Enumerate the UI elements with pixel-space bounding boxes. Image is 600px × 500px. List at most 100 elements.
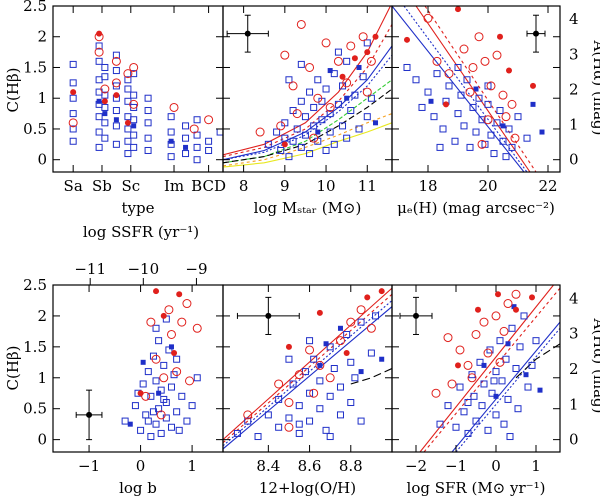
point-blue-open-oh-16 (322, 426, 330, 434)
point-red-open-mstar-12 (346, 41, 356, 51)
ytick-label-left-type-1: 0.5 (23, 120, 47, 138)
point-blue-open-logb-29 (152, 324, 160, 332)
point-blue-filled-sfr-0 (481, 362, 487, 368)
panel-frame-sfr (391, 284, 561, 453)
point-red-open-oh-0 (243, 410, 253, 420)
point-blue-open-logb-21 (170, 371, 178, 379)
point-red-open-type-7 (129, 99, 139, 109)
point-blue-open-sfr-31 (506, 433, 514, 441)
point-blue-open-oh-32 (295, 420, 303, 428)
point-blue-open-type-6 (95, 143, 103, 151)
point-red-filled-oh-1 (316, 309, 323, 316)
point-blue-open-mue-16 (472, 128, 480, 136)
point-blue-filled-sfr-1 (493, 393, 499, 399)
point-blue-open-type-41 (144, 134, 152, 142)
point-red-open-mstar-13 (358, 32, 368, 42)
xtick-label-sfr-1: −1 (445, 457, 467, 475)
point-blue-open-sfr-1 (444, 402, 452, 410)
point-blue-open-mue-20 (484, 100, 492, 108)
point-blue-open-sfr-19 (500, 420, 508, 428)
point-blue-open-logb-4 (142, 411, 150, 419)
point-blue-open-mstar-16 (310, 103, 318, 111)
point-red-open-logb-8 (182, 299, 192, 309)
point-red-open-sfr-2 (455, 345, 465, 355)
fit-line-blue-sfr-3 (455, 327, 560, 452)
point-red-open-mstar-9 (325, 102, 335, 112)
point-blue-open-mue-17 (475, 94, 483, 102)
point-red-filled-mstar-3 (372, 33, 379, 40)
ytick-label-left-logb-3: 1.5 (23, 338, 47, 356)
point-blue-open-oh-17 (326, 392, 334, 400)
point-blue-open-sfr-3 (456, 383, 464, 391)
point-blue-open-sfr-12 (484, 426, 492, 434)
point-red-filled-logb-2 (160, 312, 167, 319)
point-blue-filled-mstar-3 (373, 120, 379, 126)
xtick-label-oh-0: 8.4 (256, 457, 280, 475)
error-bar-center-mue (533, 30, 539, 37)
point-blue-open-sfr-27 (524, 383, 532, 391)
point-blue-open-mstar-9 (297, 143, 305, 151)
ytick-label-right-sfr-1: 1 (569, 395, 579, 413)
point-blue-open-mue-6 (439, 125, 447, 133)
point-blue-open-mue-29 (454, 63, 462, 71)
point-red-filled-sfr-1 (475, 306, 481, 313)
point-blue-open-mstar-39 (285, 76, 293, 84)
point-blue-open-oh-27 (357, 417, 365, 425)
point-blue-open-type-33 (124, 76, 132, 84)
point-blue-filled-oh-1 (337, 325, 343, 331)
panel-frame-type (52, 5, 224, 173)
point-red-open-oh-9 (356, 305, 366, 315)
point-blue-filled-mstar-2 (356, 64, 362, 70)
point-red-open-sfr-0 (431, 388, 441, 398)
point-blue-open-logb-7 (147, 392, 155, 400)
point-blue-open-sfr-10 (478, 402, 486, 410)
point-blue-open-mstar-1 (273, 128, 281, 136)
point-blue-open-oh-1 (244, 417, 252, 425)
point-red-open-mstar-0 (255, 127, 265, 137)
point-blue-open-sfr-32 (464, 399, 472, 407)
point-blue-open-type-51 (182, 122, 190, 130)
point-blue-open-sfr-26 (520, 312, 528, 320)
point-blue-open-logb-25 (183, 417, 191, 425)
point-blue-open-mstar-24 (326, 110, 334, 118)
point-blue-open-oh-22 (343, 330, 351, 338)
point-blue-open-type-48 (167, 113, 175, 121)
point-blue-open-type-47 (167, 128, 175, 136)
point-red-filled-logb-0 (137, 390, 144, 397)
point-blue-open-logb-14 (157, 429, 165, 437)
point-blue-open-mstar-10 (297, 97, 305, 105)
xtick-label-type-2: Sc (121, 177, 140, 195)
xlabel-oh: 12+log(O/H) (259, 479, 356, 497)
point-red-filled-mue-2 (455, 6, 461, 13)
point-blue-filled-mue-4 (539, 129, 545, 135)
point-blue-open-type-21 (112, 122, 120, 130)
point-blue-open-oh-23 (347, 399, 355, 407)
point-blue-open-logb-5 (144, 368, 152, 376)
point-blue-open-mstar-41 (334, 48, 342, 56)
point-blue-filled-mue-0 (428, 98, 434, 104)
point-blue-open-oh-20 (336, 411, 344, 419)
point-blue-open-type-19 (101, 63, 109, 71)
point-blue-filled-type-4 (168, 138, 174, 144)
point-red-filled-sfr-0 (455, 362, 461, 369)
ytick-label-right-mue-3: 3 (569, 45, 579, 63)
fit-line-red-oh-0 (223, 287, 392, 441)
point-blue-open-mstar-37 (363, 39, 371, 47)
ytick-label-right-sfr-2: 2 (569, 360, 579, 378)
point-blue-open-type-44 (144, 94, 152, 102)
point-blue-open-type-2 (69, 110, 77, 118)
point-red-open-type-8 (129, 62, 139, 72)
point-blue-open-sfr-24 (514, 405, 522, 413)
point-red-filled-mstar-2 (364, 49, 371, 56)
point-red-open-mue-1 (432, 56, 442, 66)
point-blue-open-sfr-9 (476, 358, 484, 366)
point-red-open-sfr-6 (483, 348, 493, 358)
point-blue-filled-logb-2 (168, 344, 174, 350)
point-red-open-sfr-5 (479, 317, 489, 327)
point-red-open-oh-11 (284, 422, 294, 432)
point-blue-open-type-7 (95, 128, 103, 136)
point-red-open-mstar-1 (276, 121, 286, 131)
point-blue-open-mstar-25 (330, 70, 338, 78)
point-blue-open-type-15 (101, 119, 109, 127)
point-blue-open-type-56 (205, 146, 213, 154)
